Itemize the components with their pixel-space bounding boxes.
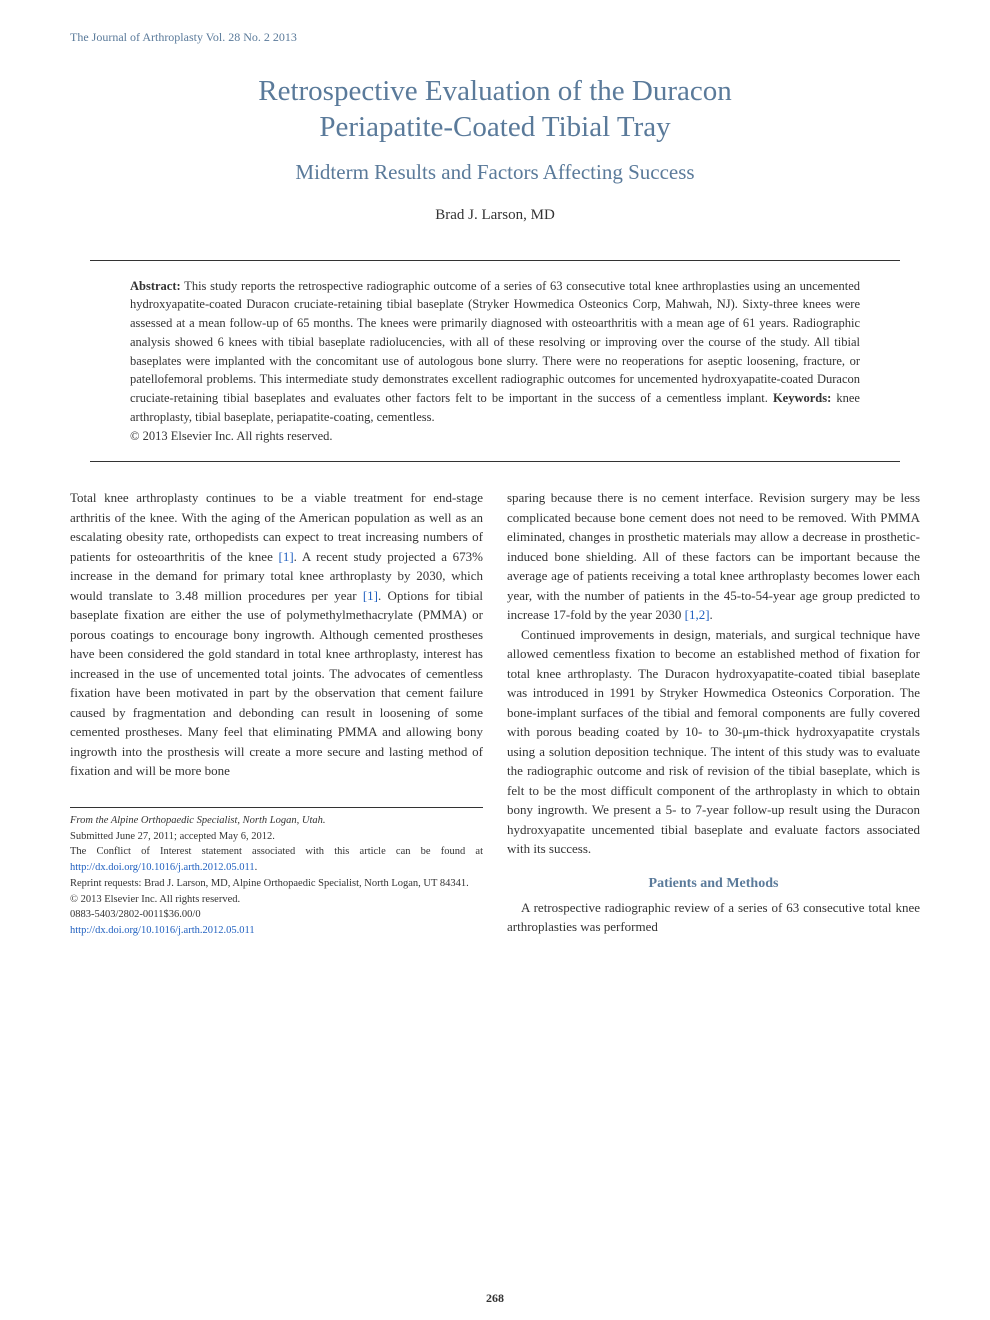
citation-link[interactable]: [1,2] [685,607,710,622]
title-line-2: Periapatite-Coated Tibial Tray [319,111,670,143]
footnote-copyright: © 2013 Elsevier Inc. All rights reserved… [70,892,483,908]
author-name: Brad J. Larson, MD [70,207,920,224]
body-paragraph: sparing because there is no cement inter… [507,488,920,625]
citation-link[interactable]: [1] [278,549,293,564]
footnote-code: 0883-5403/2802-0011$36.00/0 [70,907,483,923]
citation-link[interactable]: [1] [363,588,378,603]
footnote-reprint: Reprint requests: Brad J. Larson, MD, Al… [70,876,483,892]
footnotes-block: From the Alpine Orthopaedic Specialist, … [70,807,483,939]
article-subtitle: Midterm Results and Factors Affecting Su… [70,160,920,185]
title-line-1: Retrospective Evaluation of the Duracon [258,75,732,107]
journal-header: The Journal of Arthroplasty Vol. 28 No. … [70,30,920,45]
abstract-block: Abstract: This study reports the retrosp… [90,260,900,463]
footnote-conflict-link[interactable]: http://dx.doi.org/10.1016/j.arth.2012.05… [70,862,255,873]
footnote-submitted: Submitted June 27, 2011; accepted May 6,… [70,829,483,845]
article-title: Retrospective Evaluation of the Duracon … [70,73,920,146]
body-paragraph: A retrospective radiographic review of a… [507,898,920,937]
section-heading: Patients and Methods [507,873,920,894]
footnote-conflict-text: The Conflict of Interest statement assoc… [70,846,483,857]
keywords-label: Keywords: [773,391,831,405]
footnote-doi-link[interactable]: http://dx.doi.org/10.1016/j.arth.2012.05… [70,925,255,936]
abstract-label: Abstract: [130,279,181,293]
abstract-body: This study reports the retrospective rad… [130,279,860,406]
body-text: . [710,607,713,622]
footnote-conflict-end: . [255,862,258,873]
body-text: sparing because there is no cement inter… [507,490,920,622]
abstract-copyright: © 2013 Elsevier Inc. All rights reserved… [130,429,333,443]
body-paragraph: Continued improvements in design, materi… [507,625,920,859]
column-left: Total knee arthroplasty continues to be … [70,488,483,939]
footnote-conflict: The Conflict of Interest statement assoc… [70,844,483,876]
body-text: . Options for tibial baseplate fixation … [70,588,483,779]
page-number: 268 [486,1291,504,1306]
body-columns: Total knee arthroplasty continues to be … [70,488,920,939]
footnote-affiliation: From the Alpine Orthopaedic Specialist, … [70,813,483,829]
column-right: sparing because there is no cement inter… [507,488,920,939]
body-paragraph: Total knee arthroplasty continues to be … [70,488,483,781]
